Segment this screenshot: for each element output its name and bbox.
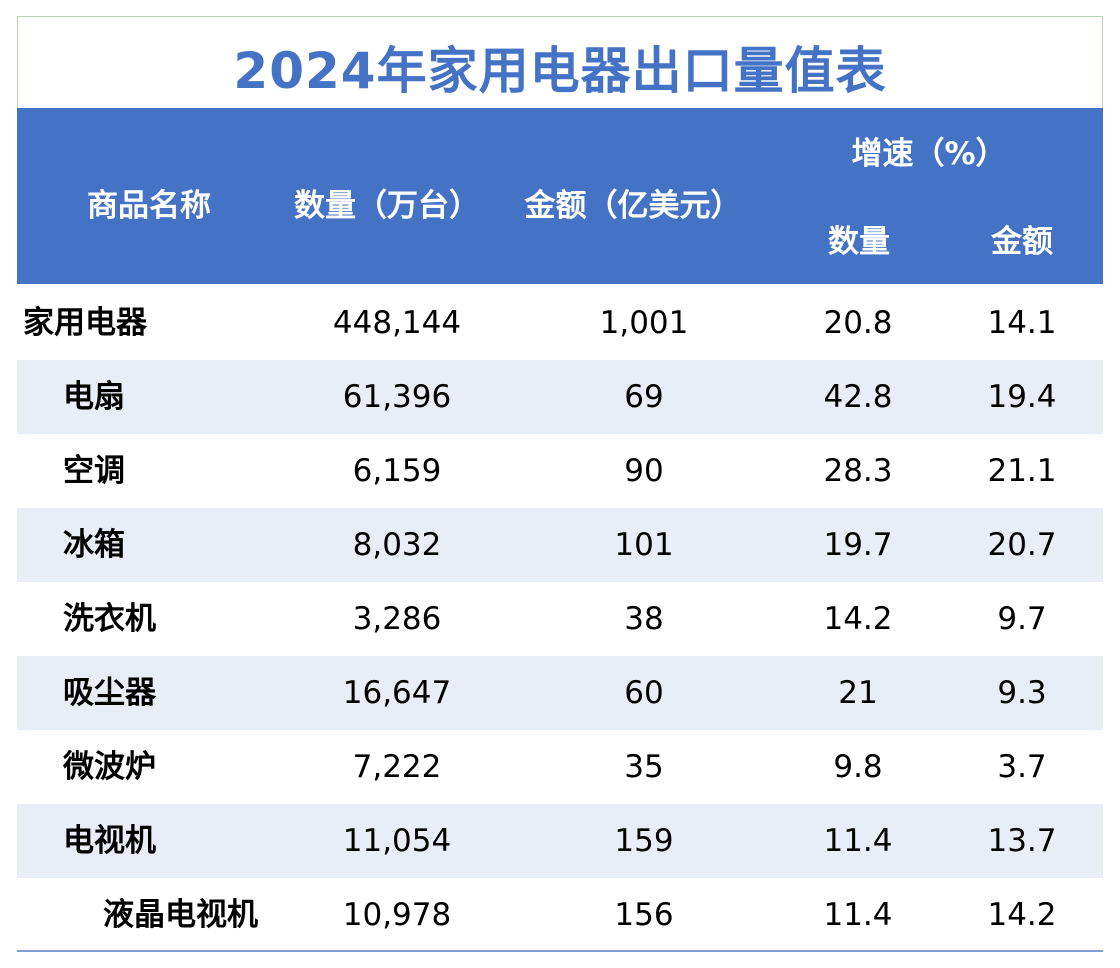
cell-quantity: 61,396: [342, 379, 452, 415]
cell-name: 液晶电视机: [103, 897, 258, 933]
table-bottom-border: [17, 950, 1103, 952]
cell-growth-amount: 19.4: [987, 379, 1057, 415]
cell-name: 空调: [63, 453, 125, 489]
cell-quantity: 11,054: [342, 823, 452, 859]
cell-name: 电扇: [63, 379, 125, 415]
cell-quantity: 3,286: [352, 601, 442, 637]
cell-name: 吸尘器: [63, 675, 156, 711]
cell-amount: 90: [624, 453, 664, 489]
cell-amount: 35: [624, 749, 664, 785]
cell-quantity: 10,978: [342, 897, 452, 933]
cell-amount: 60: [624, 675, 664, 711]
cell-name: 家用电器: [23, 305, 147, 341]
cell-quantity: 7,222: [352, 749, 442, 785]
header-growth-quantity: 数量: [828, 224, 890, 260]
page-title: 2024年家用电器出口量值表: [233, 42, 887, 100]
table-row: 电视机 11,054 159 11.4 13.7: [17, 804, 1103, 878]
cell-growth-quantity: 9.8: [833, 749, 883, 785]
header-name: 商品名称: [87, 188, 211, 224]
cell-growth-amount: 3.7: [997, 749, 1047, 785]
cell-growth-amount: 9.3: [997, 675, 1047, 711]
table-row: 微波炉 7,222 35 9.8 3.7: [17, 730, 1103, 804]
header-amount: 金额（亿美元）: [524, 188, 742, 224]
cell-name: 洗衣机: [63, 601, 156, 637]
cell-quantity: 8,032: [352, 527, 442, 563]
cell-quantity: 16,647: [342, 675, 452, 711]
table-body: 家用电器 448,144 1,001 20.8 14.1 电扇 61,396 6…: [17, 286, 1103, 952]
header-quantity: 数量（万台）: [294, 188, 480, 224]
cell-name: 冰箱: [63, 527, 125, 563]
cell-growth-quantity: 11.4: [823, 897, 893, 933]
cell-quantity: 448,144: [332, 305, 462, 341]
cell-growth-amount: 14.2: [987, 897, 1057, 933]
table-row: 液晶电视机 10,978 156 11.4 14.2: [17, 878, 1103, 952]
cell-amount: 38: [624, 601, 664, 637]
cell-growth-amount: 13.7: [987, 823, 1057, 859]
cell-quantity: 6,159: [352, 453, 442, 489]
cell-growth-amount: 20.7: [987, 527, 1057, 563]
cell-amount: 156: [614, 897, 674, 933]
cell-growth-quantity: 42.8: [823, 379, 893, 415]
cell-name: 电视机: [63, 823, 156, 859]
table-row: 家用电器 448,144 1,001 20.8 14.1: [17, 286, 1103, 360]
table-row: 吸尘器 16,647 60 21 9.3: [17, 656, 1103, 730]
cell-growth-quantity: 11.4: [823, 823, 893, 859]
cell-growth-quantity: 28.3: [823, 453, 893, 489]
cell-amount: 101: [614, 527, 674, 563]
cell-growth-quantity: 14.2: [823, 601, 893, 637]
table-row: 电扇 61,396 69 42.8 19.4: [17, 360, 1103, 434]
header-growth: 增速（%）: [851, 136, 1007, 172]
table-row: 空调 6,159 90 28.3 21.1: [17, 434, 1103, 508]
cell-growth-quantity: 19.7: [823, 527, 893, 563]
cell-growth-quantity: 21: [838, 675, 878, 711]
cell-amount: 69: [624, 379, 664, 415]
cell-amount: 1,001: [599, 305, 689, 341]
cell-growth-amount: 9.7: [997, 601, 1047, 637]
cell-name: 微波炉: [63, 749, 156, 785]
table-row: 洗衣机 3,286 38 14.2 9.7: [17, 582, 1103, 656]
cell-growth-amount: 14.1: [987, 305, 1057, 341]
table-row: 冰箱 8,032 101 19.7 20.7: [17, 508, 1103, 582]
table-header: 商品名称 数量（万台） 金额（亿美元） 增速（%） 数量 金额: [17, 108, 1103, 284]
cell-growth-quantity: 20.8: [823, 305, 893, 341]
cell-amount: 159: [614, 823, 674, 859]
title-box: 2024年家用电器出口量值表: [17, 16, 1103, 108]
header-growth-amount: 金额: [991, 224, 1053, 260]
cell-growth-amount: 21.1: [987, 453, 1057, 489]
